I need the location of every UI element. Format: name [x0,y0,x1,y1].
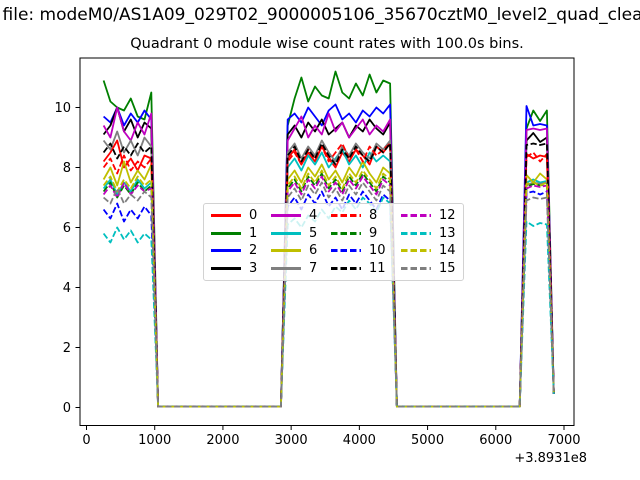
y-tick-label-2: 4 [63,281,71,296]
x-tick-label-5: 5000 [411,433,444,448]
legend-entry-7: 7 [271,260,331,278]
axes-frame [79,57,575,426]
legend-swatch-8 [331,214,361,218]
legend-entry-5: 5 [271,225,331,243]
legend-entry-15: 15 [401,260,459,278]
legend-label-9: 9 [369,225,378,241]
legend-swatch-6 [271,249,301,253]
legend-entry-4: 4 [271,207,331,225]
legend-entry-6: 6 [271,242,331,260]
legend-entry-10: 10 [331,242,401,260]
legend-swatch-12 [401,214,431,218]
legend-label-1: 1 [249,225,258,241]
legend-label-6: 6 [309,243,318,259]
legend-swatch-2 [211,249,241,253]
legend-entry-11: 11 [331,260,401,278]
y-tick-label-4: 8 [63,161,71,176]
legend-entry-9: 9 [331,225,401,243]
legend-swatch-5 [271,231,301,235]
legend-swatch-13 [401,231,431,235]
legend-swatch-0 [211,214,241,218]
legend-entry-3: 3 [211,260,271,278]
legend-label-14: 14 [439,243,456,259]
legend-swatch-1 [211,231,241,235]
legend-entry-2: 2 [211,242,271,260]
legend-swatch-3 [211,266,241,270]
y-tick-label-5: 10 [54,101,71,116]
x-tick-label-4: 4000 [343,433,376,448]
figure-suptitle: a file: modeM0/AS1A09_029T02_9000005106_… [0,5,640,25]
legend-entry-12: 12 [401,207,459,225]
legend-entry-13: 13 [401,225,459,243]
legend-swatch-4 [271,214,301,218]
x-axis-offset-label: +3.8931e8 [514,451,587,466]
legend-swatch-9 [331,231,361,235]
legend-entry-1: 1 [211,225,271,243]
y-tick-label-3: 6 [63,221,71,236]
series-lines [102,70,555,408]
axes-title: Quadrant 0 module wise count rates with … [130,36,524,52]
legend-swatch-14 [401,249,431,253]
legend-label-13: 13 [439,225,456,241]
legend-label-11: 11 [369,260,386,276]
legend-entry-0: 0 [211,207,271,225]
legend-label-5: 5 [309,225,318,241]
legend-label-0: 0 [249,208,258,224]
legend-label-8: 8 [369,208,378,224]
legend-entry-8: 8 [331,207,401,225]
x-tick-label-6: 6000 [479,433,512,448]
x-tick-label-3: 3000 [275,433,308,448]
legend-label-4: 4 [309,208,318,224]
x-tick-label-1: 1000 [138,433,171,448]
legend-swatch-10 [331,249,361,253]
x-tick-label-0: 0 [82,433,90,448]
series-line-15 [103,181,555,408]
x-tick-label-2: 2000 [206,433,239,448]
legend-label-3: 3 [249,260,258,276]
legend-swatch-11 [331,266,361,270]
y-tick-label-1: 2 [63,341,71,356]
legend-swatch-15 [401,266,431,270]
legend-label-15: 15 [439,260,456,276]
y-tick-label-0: 0 [63,401,71,416]
legend-swatch-7 [271,266,301,270]
x-tick-label-7: 7000 [547,433,580,448]
legend: 0 1 2 3 4 5 6 7 8 9 10 11 12 13 14 15 [203,203,464,281]
legend-label-12: 12 [439,208,456,224]
legend-label-10: 10 [369,243,386,259]
legend-label-7: 7 [309,260,318,276]
legend-entry-14: 14 [401,242,459,260]
legend-label-2: 2 [249,243,258,259]
